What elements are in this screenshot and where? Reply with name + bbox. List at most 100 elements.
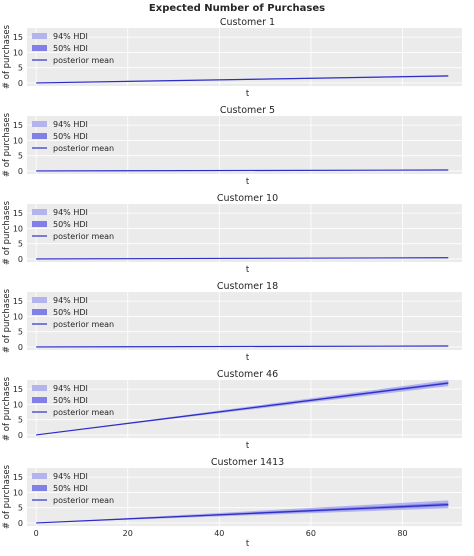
legend-swatch-94 [32, 297, 47, 303]
plot-area [27, 116, 462, 174]
plot-area [27, 468, 462, 526]
legend-swatch-94 [32, 33, 47, 39]
posterior-mean-line [36, 345, 449, 348]
panel-title: Customer 18 [217, 281, 278, 292]
plot-area [27, 204, 462, 262]
panel-title: Customer 1413 [211, 457, 284, 468]
y-tick-label: 5 [18, 64, 23, 73]
y-tick-label: 10 [13, 400, 23, 409]
x-axis-label: t [246, 177, 250, 187]
legend-label: 50% HDI [53, 396, 88, 405]
y-tick-label: 15 [13, 33, 23, 42]
y-axis-label: # of purchases [2, 200, 12, 265]
y-tick-label: 10 [13, 136, 23, 145]
y-tick-label: 0 [18, 431, 23, 440]
legend: 94% HDI 50% HDI posterior mean [32, 208, 114, 241]
legend-label: 50% HDI [53, 484, 88, 493]
x-tick-label: 40 [214, 529, 224, 538]
y-tick-label: 5 [18, 328, 23, 337]
x-tick-label: 0 [34, 529, 39, 538]
y-tick-label: 0 [18, 79, 23, 88]
posterior-mean-line [36, 75, 449, 84]
legend: 94% HDI 50% HDI posterior mean [32, 472, 114, 505]
legend-swatch-50 [32, 309, 47, 315]
legend-label: 94% HDI [53, 120, 88, 129]
panel-title: Customer 46 [217, 369, 278, 380]
legend-label: 94% HDI [53, 296, 88, 305]
y-axis-label: # of purchases [2, 112, 12, 177]
legend-label: posterior mean [53, 232, 114, 241]
y-tick-label: 5 [18, 152, 23, 161]
legend-label: posterior mean [53, 496, 114, 505]
x-axis-label: t [246, 265, 250, 275]
legend-label: 94% HDI [53, 384, 88, 393]
panel-title: Customer 10 [217, 193, 278, 204]
y-tick-label: 15 [13, 121, 23, 130]
y-tick-label: 10 [13, 312, 23, 321]
y-axis-label: # of purchases [2, 24, 12, 89]
legend-swatch-50 [32, 485, 47, 491]
chart-panel: Customer 10 0 5 10 15 t # of purchases 94% HDI 5… [2, 193, 462, 275]
y-axis-label: # of purchases [2, 288, 12, 353]
y-axis-label: # of purchases [2, 376, 12, 441]
legend-swatch-94 [32, 473, 47, 479]
y-tick-label: 15 [13, 297, 23, 306]
y-tick-label: 5 [18, 240, 23, 249]
posterior-mean-line [36, 504, 449, 524]
chart-panel: Customer 46 0 5 10 15 t # of purchases 94% HDI 5… [2, 369, 462, 451]
figure-title: Expected Number of Purchases [149, 3, 325, 14]
panel-title: Customer 1 [220, 17, 275, 28]
legend: 94% HDI 50% HDI posterior mean [32, 120, 114, 153]
legend: 94% HDI 50% HDI posterior mean [32, 32, 114, 65]
legend-swatch-50 [32, 221, 47, 227]
chart-panel: Customer 1413 0 5 10 15 0 20 40 60 80 t # of purcha… [2, 457, 462, 549]
chart-panel: Customer 5 0 5 10 15 t # of purchases 94% HDI 50… [2, 105, 462, 187]
y-tick-label: 15 [13, 385, 23, 394]
chart-panel: Customer 1 0 5 10 15 t # of purchases 94% HDI 50… [2, 17, 462, 99]
legend-label: 94% HDI [53, 472, 88, 481]
hdi-94-band [36, 380, 449, 435]
legend-swatch-94 [32, 385, 47, 391]
legend-label: 50% HDI [53, 308, 88, 317]
posterior-mean-line [36, 382, 449, 436]
legend-label: posterior mean [53, 144, 114, 153]
x-tick-label: 60 [306, 529, 316, 538]
legend-label: 50% HDI [53, 44, 88, 53]
y-tick-label: 15 [13, 209, 23, 218]
y-tick-label: 0 [18, 167, 23, 176]
y-tick-label: 0 [18, 343, 23, 352]
legend-label: 94% HDI [53, 208, 88, 217]
y-tick-label: 0 [18, 519, 23, 528]
panel-title: Customer 5 [220, 105, 275, 116]
x-axis-label: t [246, 89, 250, 99]
legend: 94% HDI 50% HDI posterior mean [32, 384, 114, 417]
legend-label: 94% HDI [53, 32, 88, 41]
legend-swatch-94 [32, 121, 47, 127]
y-tick-label: 0 [18, 255, 23, 264]
hdi-94-band [36, 500, 449, 523]
y-tick-label: 15 [13, 473, 23, 482]
y-tick-label: 5 [18, 504, 23, 513]
posterior-mean-line [36, 257, 449, 260]
y-tick-label: 10 [13, 488, 23, 497]
legend-label: posterior mean [53, 56, 114, 65]
legend-label: posterior mean [53, 408, 114, 417]
hdi-50-band [36, 502, 449, 523]
x-tick-label: 20 [123, 529, 133, 538]
legend-label: 50% HDI [53, 132, 88, 141]
legend-label: 50% HDI [53, 220, 88, 229]
legend-label: posterior mean [53, 320, 114, 329]
legend-swatch-50 [32, 45, 47, 51]
y-tick-label: 10 [13, 224, 23, 233]
posterior-mean-line [36, 169, 449, 172]
x-axis-label: t [246, 353, 250, 363]
x-axis-label: t [246, 539, 250, 549]
legend-swatch-94 [32, 209, 47, 215]
chart-panel: Customer 18 0 5 10 15 t # of purchases 94% HDI 5… [2, 281, 462, 363]
y-tick-label: 5 [18, 416, 23, 425]
legend-swatch-50 [32, 397, 47, 403]
y-axis-label: # of purchases [2, 464, 12, 529]
y-tick-label: 10 [13, 48, 23, 57]
